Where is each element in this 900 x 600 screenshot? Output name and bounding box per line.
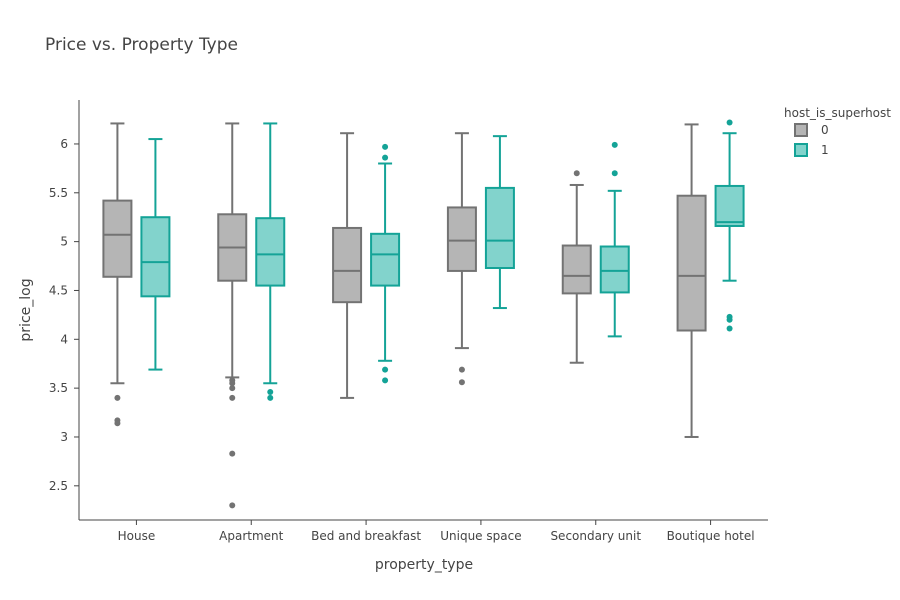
series-1 [140, 119, 745, 401]
iqr-box [714, 184, 745, 228]
outlier-point [114, 420, 121, 427]
y-tick-label: 3 [60, 430, 68, 444]
legend-item-0: 0 [794, 123, 829, 137]
plot-area: 2.5 3 3.5 4 4.5 5 5.5 6 House Apartment Bed and b… [49, 100, 768, 543]
x-tick-label: Boutique hotel [667, 529, 755, 543]
legend-item-1: 1 [794, 143, 829, 157]
outlier-point [229, 380, 236, 387]
box-series [102, 119, 745, 509]
legend-swatch [794, 143, 808, 157]
y-tick-label: 3.5 [49, 381, 68, 395]
legend-label: 1 [821, 143, 829, 157]
outlier-point [229, 502, 236, 509]
x-tick-label: Unique space [440, 529, 521, 543]
y-tick-label: 5.5 [49, 186, 68, 200]
iqr-box [255, 217, 286, 287]
outlier-point [726, 119, 733, 126]
outlier-point [229, 450, 236, 457]
y-tick-label: 4.5 [49, 283, 68, 297]
x-tick-label: Secondary unit [550, 529, 641, 543]
y-tick-label: 6 [60, 137, 68, 151]
outlier-point [726, 325, 733, 332]
iqr-box [676, 194, 707, 332]
outlier-point [382, 377, 389, 384]
box-0-unique-space [446, 132, 477, 386]
box-1-bed-and-breakfast [370, 143, 401, 384]
box-0-house [102, 122, 133, 427]
y-tick-label: 5 [60, 235, 68, 249]
y-axis-ticks: 2.5 3 3.5 4 4.5 5 5.5 6 [49, 137, 79, 493]
outlier-point [611, 170, 618, 177]
y-tick-label: 2.5 [49, 479, 68, 493]
iqr-box [561, 244, 592, 295]
box-1-secondary-unit [599, 141, 630, 338]
box-1-apartment [255, 122, 286, 401]
outlier-point [458, 379, 465, 386]
iqr-box [599, 245, 630, 294]
legend-title: host_is_superhost [784, 106, 891, 120]
y-axis-title: price_log [18, 278, 34, 341]
box-0-secondary-unit [561, 170, 592, 364]
x-axis-title: property_type [375, 557, 473, 573]
outlier-point [611, 141, 618, 148]
iqr-box [370, 232, 401, 287]
outlier-point [267, 394, 274, 401]
outlier-point [382, 154, 389, 161]
outlier-point [267, 389, 274, 396]
legend-label: 0 [821, 123, 829, 137]
outlier-point [229, 385, 236, 392]
iqr-box [140, 216, 171, 298]
box-0-boutique-hotel [676, 123, 707, 438]
y-tick-label: 4 [60, 332, 68, 346]
outlier-point [229, 394, 236, 401]
iqr-box [484, 186, 515, 270]
legend-swatch [794, 123, 808, 137]
outlier-point [726, 316, 733, 323]
box-0-apartment [217, 122, 248, 509]
series-0 [102, 122, 707, 509]
box-0-bed-and-breakfast [332, 132, 363, 399]
iqr-box [446, 206, 477, 272]
iqr-box [102, 199, 133, 278]
x-tick-label: Apartment [219, 529, 283, 543]
outlier-point [458, 366, 465, 373]
box-1-house [140, 138, 171, 371]
box-1-boutique-hotel [714, 119, 745, 332]
chart-title: Price vs. Property Type [45, 35, 238, 55]
iqr-box [332, 226, 363, 304]
outlier-point [114, 394, 121, 401]
outlier-point [382, 366, 389, 373]
outlier-point [382, 143, 389, 150]
outlier-point [573, 170, 580, 177]
x-tick-label: House [118, 529, 156, 543]
x-axis-ticks: House Apartment Bed and breakfast Unique sp… [118, 520, 755, 543]
legend: host_is_superhost 0 1 [784, 106, 891, 157]
box-1-unique-space [484, 135, 515, 310]
x-tick-label: Bed and breakfast [311, 529, 421, 543]
